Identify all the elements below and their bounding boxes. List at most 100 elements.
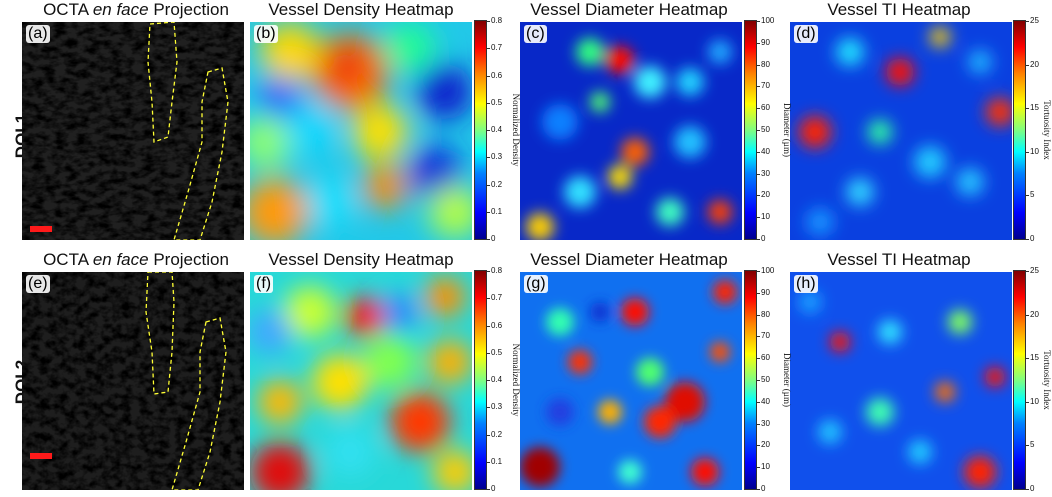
colorbar-tick-label: 0.1 bbox=[491, 206, 503, 216]
colorbar-tick-label: 20 bbox=[1030, 59, 1039, 69]
title-density-2: Vessel Density Heatmap bbox=[268, 250, 454, 269]
colorbar-tick-mark bbox=[487, 380, 490, 381]
ti-heatmap-doi2: (h) bbox=[790, 272, 1012, 490]
colorbar-tick-label: 0 bbox=[491, 484, 496, 493]
colorbar-diameter-doi2 bbox=[744, 270, 757, 490]
panel-label-a: (a) bbox=[26, 25, 50, 43]
colorbar-tick-label: 0 bbox=[1030, 484, 1035, 493]
colorbar-tick-label: 70 bbox=[761, 81, 770, 91]
colorbar-tick-mark bbox=[757, 151, 760, 153]
title-diameter-1: Vessel Diameter Heatmap bbox=[530, 0, 728, 19]
colorbar-tick-mark bbox=[487, 461, 490, 463]
colorbar-tick-mark bbox=[1026, 64, 1029, 66]
colorbar-tick-label: 20 bbox=[761, 190, 770, 200]
colorbar-tick-label: 60 bbox=[761, 353, 770, 363]
colorbar-tick-label: 30 bbox=[761, 418, 770, 428]
colorbar-tick-label: 0 bbox=[491, 234, 496, 243]
colorbar-tick-mark bbox=[487, 157, 490, 159]
colorbar-label-diameter-doi2: Diameter (µm) bbox=[782, 353, 792, 407]
colorbar-tick-label: 0.3 bbox=[491, 152, 503, 162]
octa-image-doi1: (a) bbox=[22, 22, 244, 240]
title-octa-1: OCTA en face Projection bbox=[43, 0, 229, 19]
colorbar-label-density-doi1: Normalized Density bbox=[511, 93, 521, 167]
colorbar-tick-label: 10 bbox=[761, 462, 770, 472]
title-diameter-2: Vessel Diameter Heatmap bbox=[530, 250, 728, 269]
colorbar-tick-mark bbox=[1026, 271, 1029, 272]
colorbar-tick-label: 25 bbox=[1030, 16, 1039, 25]
scale-bar bbox=[30, 226, 52, 232]
colorbar-tick-mark bbox=[487, 298, 490, 300]
colorbar-label-density-doi2: Normalized Density bbox=[511, 343, 521, 417]
colorbar-tick-label: 25 bbox=[1030, 266, 1039, 275]
colorbar-tick-mark bbox=[1026, 314, 1029, 316]
colorbar-tick-mark bbox=[487, 184, 490, 186]
colorbar-tick-label: 0.8 bbox=[491, 16, 503, 25]
colorbar-tick-label: 5 bbox=[1030, 190, 1035, 200]
colorbar-tick-mark bbox=[487, 21, 490, 22]
colorbar-tick-label: 0.7 bbox=[491, 293, 503, 303]
colorbar-tick-mark bbox=[1026, 151, 1029, 153]
panel-label-c: (c) bbox=[524, 25, 547, 43]
colorbar-tick-label: 20 bbox=[1030, 309, 1039, 319]
colorbar-tick-mark bbox=[757, 314, 760, 316]
density-heatmap-image bbox=[250, 272, 472, 490]
colorbar-diameter-doi1 bbox=[744, 20, 757, 240]
colorbar-density-doi2 bbox=[474, 270, 487, 490]
colorbar-tick-mark bbox=[757, 42, 760, 44]
colorbar-tick-mark bbox=[757, 64, 760, 66]
colorbar-tick-label: 0.6 bbox=[491, 320, 503, 330]
density-heatmap-doi1: (b) bbox=[250, 22, 472, 240]
colorbar-tick-label: 0.8 bbox=[491, 266, 503, 275]
colorbar-tick-mark bbox=[1026, 195, 1029, 197]
colorbar-tick-label: 80 bbox=[761, 59, 770, 69]
colorbar-tick-label: 0.1 bbox=[491, 456, 503, 466]
colorbar-tick-mark bbox=[1026, 239, 1029, 240]
ti-heatmap-image bbox=[790, 22, 1012, 240]
colorbar-tick-mark bbox=[1026, 401, 1029, 403]
colorbar-tick-label: 90 bbox=[761, 37, 770, 47]
colorbar-tick-mark bbox=[487, 325, 490, 327]
colorbar-tick-label: 30 bbox=[761, 168, 770, 178]
colorbar-tick-label: 100 bbox=[761, 266, 775, 275]
colorbar-tick-label: 5 bbox=[1030, 440, 1035, 450]
colorbar-tick-mark bbox=[487, 239, 490, 240]
density-heatmap-doi2: (f) bbox=[250, 272, 472, 490]
colorbar-tick-mark bbox=[1026, 108, 1029, 110]
title-ti-2: Vessel TI Heatmap bbox=[827, 250, 971, 269]
colorbar-tick-label: 0 bbox=[761, 484, 766, 493]
colorbar-density-doi1 bbox=[474, 20, 487, 240]
octa-texture bbox=[22, 22, 244, 240]
colorbar-tick-label: 0.5 bbox=[491, 347, 503, 357]
colorbar-tick-mark bbox=[757, 445, 760, 447]
outline-region-1 bbox=[147, 22, 178, 143]
ti-heatmap-image bbox=[790, 272, 1012, 490]
colorbar-tick-label: 70 bbox=[761, 331, 770, 341]
colorbar-ti-doi2 bbox=[1013, 270, 1026, 490]
colorbar-tick-label: 0.7 bbox=[491, 43, 503, 53]
colorbar-ti-doi1 bbox=[1013, 20, 1026, 240]
colorbar-tick-label: 0 bbox=[761, 234, 766, 243]
colorbar-tick-label: 10 bbox=[1030, 396, 1039, 406]
colorbar-tick-label: 15 bbox=[1030, 353, 1039, 363]
diameter-heatmap-doi1: (c) bbox=[520, 22, 742, 240]
colorbar-label-ti-doi2: Tortuosity Index bbox=[1042, 350, 1052, 410]
colorbar-tick-mark bbox=[757, 467, 760, 469]
outline-region-1 bbox=[145, 272, 175, 395]
colorbar-label-diameter-doi1: Diameter (µm) bbox=[782, 103, 792, 157]
colorbar-tick-label: 15 bbox=[1030, 103, 1039, 113]
colorbar-tick-label: 40 bbox=[761, 146, 770, 156]
colorbar-tick-mark bbox=[757, 130, 760, 131]
colorbar-tick-label: 50 bbox=[761, 375, 770, 384]
colorbar-tick-label: 80 bbox=[761, 309, 770, 319]
colorbar-tick-mark bbox=[487, 130, 490, 131]
colorbar-tick-label: 0.2 bbox=[491, 179, 503, 189]
colorbar-tick-mark bbox=[487, 489, 490, 490]
colorbar-tick-mark bbox=[487, 407, 490, 409]
panel-label-b: (b) bbox=[254, 25, 278, 43]
colorbar-tick-label: 0.4 bbox=[491, 375, 503, 384]
diameter-heatmap-image bbox=[520, 22, 742, 240]
panel-label-e: (e) bbox=[26, 275, 50, 293]
colorbar-tick-mark bbox=[487, 102, 490, 104]
colorbar-tick-mark bbox=[1026, 489, 1029, 490]
colorbar-tick-mark bbox=[757, 21, 760, 22]
